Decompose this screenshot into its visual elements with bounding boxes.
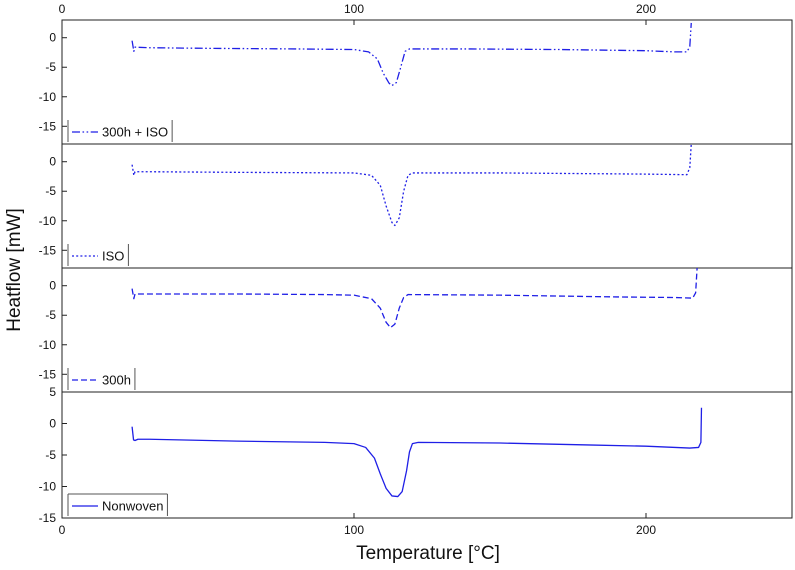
- bottom-x-tick-label: 200: [636, 523, 656, 537]
- y-tick-label: -10: [39, 90, 57, 104]
- legend-1: 300h + ISO: [67, 120, 173, 142]
- panel-frame: [61, 391, 793, 519]
- y-tick-label: -15: [39, 511, 57, 525]
- y-tick-label: -10: [39, 338, 57, 352]
- y-tick-label: -5: [45, 448, 56, 462]
- series-line-3: [131, 267, 698, 329]
- legend-3: 300h: [67, 368, 136, 390]
- y-tick-label: -10: [39, 214, 57, 228]
- legend-label: 300h: [102, 373, 131, 388]
- series-line-4: [131, 407, 703, 498]
- panel-frame: [61, 143, 793, 269]
- top-x-tick-label: 100: [344, 2, 364, 16]
- panel-frame: [61, 19, 793, 145]
- bottom-x-tick-label: 0: [59, 523, 66, 537]
- panels-layer: 0 -5 -10 -15 300h + ISO 0 -5 -10 -15 ISO 0 -5 -10 -15…: [39, 19, 793, 525]
- y-tick-label: -10: [39, 480, 57, 494]
- y-tick-label: -15: [39, 119, 57, 133]
- panel-frame: [61, 267, 793, 393]
- panel-1: 0 -5 -10 -15 300h + ISO: [39, 19, 793, 145]
- y-tick-label: -5: [45, 60, 56, 74]
- y-tick-label: 0: [49, 31, 56, 45]
- y-tick-label: -15: [39, 367, 57, 381]
- top-x-tick-label: 200: [636, 2, 656, 16]
- legend-2: ISO: [67, 244, 129, 266]
- panel-2: 0 -5 -10 -15 ISO: [39, 143, 793, 269]
- top-x-axis: 0 100 200: [59, 2, 656, 25]
- bottom-x-tick-label: 100: [344, 523, 364, 537]
- legend-label: Nonwoven: [102, 499, 163, 514]
- panel-4: 5 0 -5 -10 -15 Nonwoven: [39, 385, 793, 525]
- y-tick-label: -5: [45, 184, 56, 198]
- panel-3: 0 -5 -10 -15 300h: [39, 267, 793, 393]
- legend-4: Nonwoven: [67, 493, 168, 516]
- x-axis-title: Temperature [°C]: [356, 543, 500, 564]
- series-line-2: [131, 143, 692, 227]
- y-tick-label: 0: [49, 279, 56, 293]
- y-tick-label: -15: [39, 243, 57, 257]
- bottom-x-axis: 0 100 200: [59, 513, 656, 537]
- legend-label: ISO: [102, 249, 124, 264]
- y-tick-label: 5: [49, 385, 56, 399]
- series-line-1: [131, 22, 692, 87]
- y-tick-label: 0: [49, 155, 56, 169]
- y-tick-label: -5: [45, 308, 56, 322]
- y-tick-label: 0: [49, 417, 56, 431]
- legend-label: 300h + ISO: [102, 125, 168, 140]
- y-axis-title: Heatflow [mW]: [4, 208, 25, 332]
- top-x-tick-label: 0: [59, 2, 66, 16]
